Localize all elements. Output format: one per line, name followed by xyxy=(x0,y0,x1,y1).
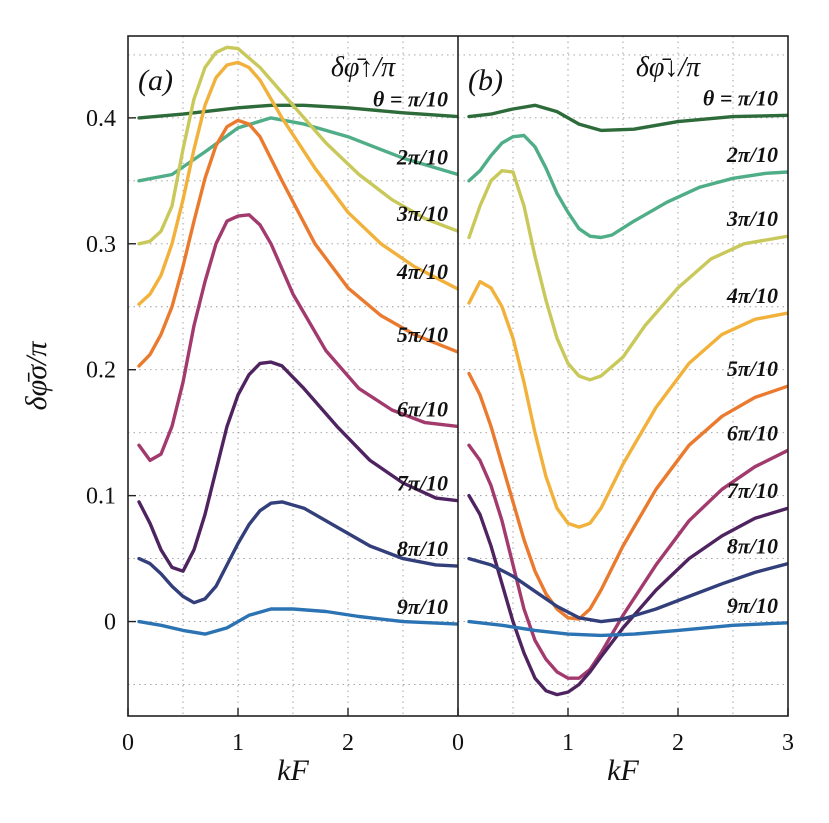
x-tick-label: 3 xyxy=(782,730,794,756)
series-label: 9π/10 xyxy=(397,594,448,619)
x-tick-label: 2 xyxy=(672,730,684,756)
series-line xyxy=(467,443,788,680)
series-label: 8π/10 xyxy=(397,536,448,561)
x-tick-label: 0 xyxy=(452,730,464,756)
y-tick-label: 0.2 xyxy=(86,358,116,384)
y-axis-label: δφ̄σ/π xyxy=(20,341,53,411)
series-label: 2π/10 xyxy=(396,145,448,170)
x-tick-label: 2 xyxy=(342,730,354,756)
x-tick-label: 1 xyxy=(232,730,244,756)
series-line xyxy=(467,103,788,133)
series-label: 6π/10 xyxy=(397,396,448,421)
panel-b-title: δφ̄↓/π xyxy=(636,52,701,83)
series-label: 3π/10 xyxy=(396,201,448,226)
series-label: 4π/10 xyxy=(726,283,778,308)
y-axis-ticks: 0 0.1 0.2 0.3 0.4 xyxy=(86,106,136,636)
curve-labels-a: θ = π/10 2π/10 3π/10 4π/10 5π/10 6π/10 7π/10 8π… xyxy=(373,87,448,619)
y-tick-label: 0.4 xyxy=(86,106,116,132)
series-line xyxy=(467,493,788,697)
y-tick-label: 0.1 xyxy=(86,484,116,510)
series-label: θ = π/10 xyxy=(703,85,778,110)
series-line xyxy=(137,116,458,183)
curves-b xyxy=(467,103,788,697)
x-axis-label-b: kF xyxy=(607,754,639,787)
series-line xyxy=(467,279,788,529)
series-label: 8π/10 xyxy=(727,534,778,559)
x-axis-label-a: kF xyxy=(277,754,309,787)
series-label: 3π/10 xyxy=(726,206,778,231)
series-label: 6π/10 xyxy=(727,420,778,445)
series-label: 4π/10 xyxy=(396,259,448,284)
series-line xyxy=(137,45,458,246)
curve-labels-b: θ = π/10 2π/10 3π/10 4π/10 5π/10 6π/10 7π/10 8π… xyxy=(703,85,778,617)
series-line xyxy=(467,133,788,240)
series-line xyxy=(137,500,458,605)
y-tick-label: 0.3 xyxy=(86,232,116,258)
curves-a xyxy=(137,45,458,636)
x-axis-ticks: 0 1 2 0 1 2 3 xyxy=(122,708,794,756)
series-line xyxy=(137,60,458,306)
panel-b-label: (b) xyxy=(468,64,503,97)
series-label: θ = π/10 xyxy=(373,87,448,112)
series-label: 5π/10 xyxy=(397,322,448,347)
series-line xyxy=(467,168,788,382)
series-line xyxy=(137,607,458,636)
series-line xyxy=(467,619,788,638)
series-label: 7π/10 xyxy=(397,471,448,496)
series-line xyxy=(137,118,458,368)
panel-a-title: δφ̄↑/π xyxy=(331,52,396,83)
panel-a-label: (a) xyxy=(138,64,173,97)
series-label: 2π/10 xyxy=(726,142,778,167)
x-tick-label: 0 xyxy=(122,730,134,756)
y-tick-label: 0 xyxy=(104,610,116,636)
series-line xyxy=(137,213,458,463)
series-label: 7π/10 xyxy=(727,478,778,503)
series-line xyxy=(467,371,788,621)
series-label: 5π/10 xyxy=(727,356,778,381)
x-tick-label: 1 xyxy=(562,730,574,756)
series-line xyxy=(467,556,788,624)
series-label: 9π/10 xyxy=(727,593,778,618)
series-line xyxy=(137,360,458,573)
